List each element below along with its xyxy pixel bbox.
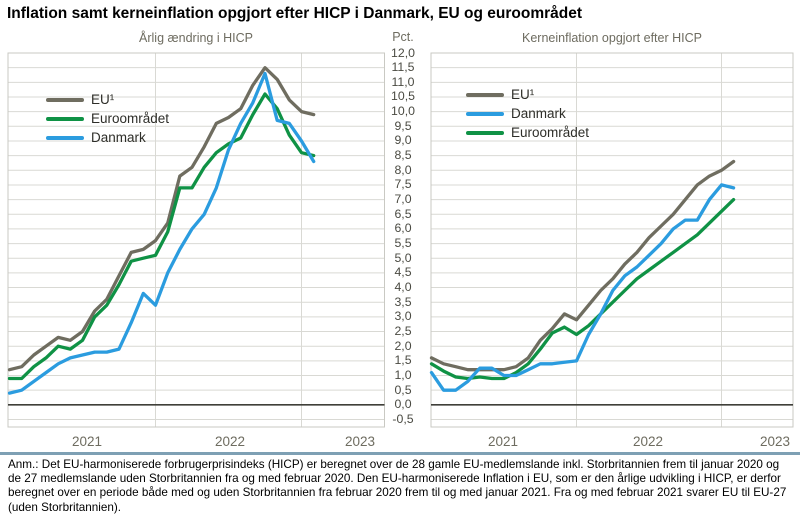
y-axis-tick-label: 6,0 <box>394 221 412 236</box>
x-axis-year-label: 2023 <box>344 434 376 449</box>
y-axis-tick-label: 1,0 <box>394 368 412 383</box>
right-chart-legend: EU¹ Danmark Euroområdet <box>466 85 589 142</box>
y-axis-tick-label: 10,5 <box>391 89 415 104</box>
legend-line-swatch-ea <box>46 116 84 121</box>
y-axis-tick-label: 10,0 <box>391 104 415 119</box>
x-axis-year-label: 2021 <box>71 434 103 449</box>
y-axis-tick-label: 4,0 <box>394 280 412 295</box>
legend-label: Danmark <box>511 106 566 121</box>
y-axis-tick-label: 12,0 <box>391 45 415 60</box>
left-chart-legend: EU¹ Euroområdet Danmark <box>46 90 169 147</box>
y-axis-tick-label: 5,0 <box>394 250 412 265</box>
x-axis-year-label: 2023 <box>759 434 791 449</box>
plot-border <box>7 52 385 428</box>
y-axis-tick-label: 7,0 <box>394 192 412 207</box>
y-axis-tick-label: 3,5 <box>394 294 412 309</box>
y-axis-tick-label: 0,0 <box>394 397 412 412</box>
legend-line-swatch-ea <box>466 130 504 135</box>
legend-item-ea: Euroområdet <box>466 123 589 142</box>
legend-item-eu: EU¹ <box>466 85 589 104</box>
y-axis-tick-label: 11,0 <box>391 74 415 89</box>
series-line-ea <box>7 92 316 381</box>
y-axis-tick-label: 9,0 <box>394 133 412 148</box>
y-axis-tick-label: 0,5 <box>394 382 412 397</box>
y-axis-tick-label: 3,0 <box>394 309 412 324</box>
series-line-ea <box>429 197 736 381</box>
y-axis-tick-label: 8,0 <box>394 162 412 177</box>
legend-label: EU¹ <box>91 92 115 107</box>
series-line-dk <box>429 183 736 392</box>
legend-item-eu: EU¹ <box>46 90 169 109</box>
x-axis-year-label: 2021 <box>487 434 519 449</box>
legend-line-swatch-eu <box>466 92 504 97</box>
x-axis-year-label: 2022 <box>632 434 664 449</box>
y-axis-tick-label: 4,5 <box>394 265 412 280</box>
y-axis-unit-label: Pct. <box>392 30 414 44</box>
y-axis-tick-label: 7,5 <box>394 177 412 192</box>
y-axis-tick-label: 2,5 <box>394 324 412 339</box>
right-chart-subtitle: Kerneinflation opgjort efter HICP <box>522 31 702 45</box>
series-line-eu <box>429 159 736 372</box>
legend-line-swatch-eu <box>46 97 84 102</box>
note-divider <box>0 452 800 455</box>
legend-line-swatch-dk <box>466 111 504 116</box>
y-axis-tick-label: 8,5 <box>394 148 412 163</box>
y-axis-tick-label: 6,5 <box>394 206 412 221</box>
y-axis-tick-label: -0,5 <box>392 412 414 426</box>
legend-label: Danmark <box>91 130 146 145</box>
figure-title: Inflation samt kerneinflation opgjort ef… <box>7 5 583 22</box>
legend-label: EU¹ <box>511 87 535 102</box>
legend-item-ea: Euroområdet <box>46 109 169 128</box>
legend-label: Euroområdet <box>511 125 590 140</box>
left-chart-subtitle: Årlig ændring i HICP <box>139 31 253 45</box>
x-axis-year-label: 2022 <box>214 434 246 449</box>
legend-item-dk: Danmark <box>46 128 169 147</box>
y-axis-tick-label: 2,0 <box>394 338 412 353</box>
legend-line-swatch-dk <box>46 135 84 140</box>
y-axis-tick-label: 5,5 <box>394 236 412 251</box>
plot-border <box>430 52 794 428</box>
legend-item-dk: Danmark <box>466 104 589 123</box>
y-axis-tick-label: 11,5 <box>391 60 415 75</box>
y-axis-tick-label: 1,5 <box>394 353 412 368</box>
legend-label: Euroområdet <box>91 111 170 126</box>
y-axis-tick-label: 9,5 <box>394 118 412 133</box>
series-line-eu <box>7 66 316 372</box>
series-line-dk <box>7 71 316 395</box>
charts-canvas <box>7 52 794 428</box>
footnote: Anm.: Det EU-harmoniserede forbrugerpris… <box>8 458 787 514</box>
